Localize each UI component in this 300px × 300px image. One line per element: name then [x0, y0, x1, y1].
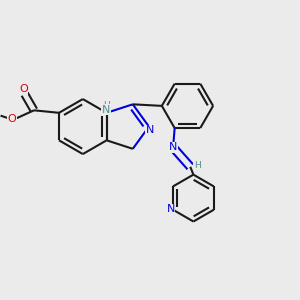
- Text: N: N: [102, 105, 110, 115]
- Text: O: O: [8, 114, 16, 124]
- Text: O: O: [19, 84, 28, 94]
- Text: N: N: [146, 125, 154, 135]
- Text: N: N: [167, 204, 175, 214]
- Text: H: H: [194, 161, 200, 170]
- Text: H: H: [103, 101, 110, 110]
- Text: N: N: [169, 142, 177, 152]
